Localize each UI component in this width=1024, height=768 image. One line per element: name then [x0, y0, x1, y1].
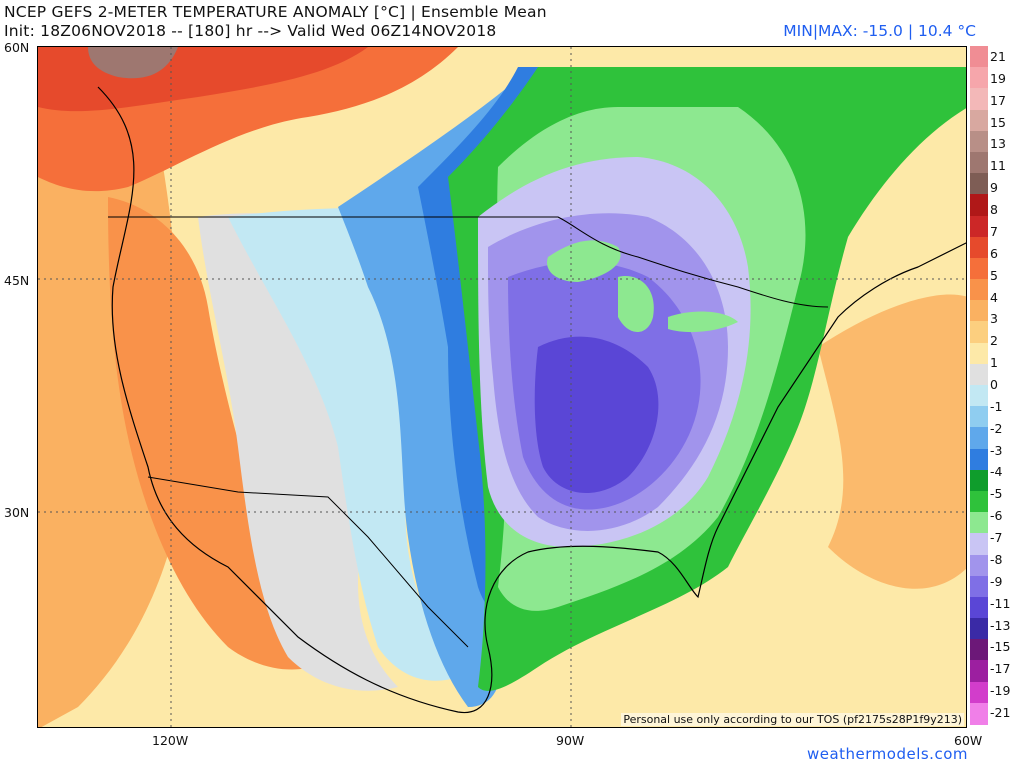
colorbar-label: 11 — [990, 158, 1006, 174]
colorbar-label: -5 — [990, 486, 1003, 502]
colorbar-label: 2 — [990, 333, 998, 349]
lon-label-90w: 90W — [556, 733, 585, 748]
colorbar-swatch — [970, 660, 988, 683]
init-valid-line: Init: 18Z06NOV2018 -- [180] hr --> Valid… — [4, 22, 497, 40]
site-credit: weathermodels.com — [806, 745, 968, 763]
colorbar-label: 1 — [990, 355, 998, 371]
colorbar-label: -13 — [990, 617, 1011, 633]
colorbar-swatch — [970, 406, 988, 428]
colorbar-swatch — [970, 46, 988, 68]
colorbar-swatch — [970, 618, 988, 640]
green-great-lakes — [547, 240, 621, 282]
colorbar-label: -4 — [990, 464, 1003, 480]
lat-label-60n: 60N — [4, 40, 30, 55]
north-america-coastline — [97, 86, 966, 714]
colorbar-swatch — [970, 215, 988, 238]
colorbar-swatch — [970, 236, 988, 259]
colorbar-label: -8 — [990, 551, 1003, 567]
colorbar-swatch — [970, 533, 988, 555]
colorbar-label: -11 — [990, 595, 1011, 611]
colorbar-swatch — [970, 702, 988, 725]
colorbar-label: 15 — [990, 114, 1006, 130]
purple4-core — [534, 336, 659, 494]
lat-label-45n: 45N — [4, 273, 30, 288]
map-title: NCEP GEFS 2-METER TEMPERATURE ANOMALY [°… — [4, 3, 547, 21]
colorbar-label: 0 — [990, 377, 998, 392]
anomaly-map — [37, 46, 967, 728]
green-lake-erie — [668, 311, 738, 333]
colorbar-label: -19 — [990, 683, 1011, 699]
colorbar-swatch — [970, 194, 988, 216]
colorbar-label: 8 — [990, 202, 998, 218]
colorbar-swatch — [970, 512, 988, 534]
colorbar-label: 7 — [990, 223, 998, 239]
colorbar-label: -9 — [990, 573, 1003, 589]
colorbar-label: -15 — [990, 639, 1011, 655]
warm-brown-core — [88, 47, 178, 79]
colorbar-swatch — [970, 448, 988, 471]
colorbar-swatch — [970, 469, 988, 492]
colorbar-label: -2 — [990, 420, 1003, 436]
lat-label-30n: 30N — [4, 505, 30, 520]
colorbar-swatch — [970, 300, 988, 322]
colorbar-swatch — [970, 130, 988, 153]
colorbar-swatch — [970, 279, 988, 301]
colorbar-label: -1 — [990, 398, 1003, 414]
colorbar-label: 6 — [990, 245, 998, 261]
colorbar-label: 13 — [990, 136, 1006, 152]
warm-atlantic-orange — [818, 294, 966, 589]
colorbar-swatch — [970, 596, 988, 619]
colorbar-label: -3 — [990, 442, 1003, 458]
colorbar-swatch — [970, 554, 988, 577]
green-lake-michigan — [618, 276, 654, 332]
colorbar-swatch — [970, 257, 988, 280]
colorbar-swatch — [970, 88, 988, 111]
colorbar-label: -6 — [990, 508, 1003, 524]
colorbar-label: 3 — [990, 311, 998, 327]
lon-label-60w: 60W — [954, 733, 983, 748]
colorbar-label: -17 — [990, 661, 1011, 677]
colorbar-swatch — [970, 67, 988, 89]
minmax-readout: MIN|MAX: -15.0 | 10.4 °C — [783, 22, 976, 40]
colorbar-swatch — [970, 575, 988, 598]
colorbar-label: 21 — [990, 48, 1006, 64]
colorbar-label: 4 — [990, 289, 998, 305]
colorbar — [970, 46, 988, 725]
colorbar-swatch — [970, 151, 988, 174]
us-canada-border — [108, 216, 829, 308]
lon-label-120w: 120W — [152, 733, 189, 748]
colorbar-label: 17 — [990, 92, 1006, 108]
colorbar-swatch — [970, 427, 988, 450]
colorbar-swatch — [970, 109, 988, 132]
anomaly-map-canvas — [38, 47, 966, 727]
colorbar-swatch — [970, 681, 988, 704]
colorbar-label: 19 — [990, 70, 1006, 86]
colorbar-label: -21 — [990, 705, 1011, 721]
us-mexico-border — [147, 476, 469, 648]
colorbar-label: 5 — [990, 267, 998, 283]
colorbar-swatch — [970, 363, 988, 386]
colorbar-swatch — [970, 173, 988, 195]
colorbar-swatch — [970, 639, 988, 661]
warm-west-land — [108, 197, 348, 670]
colorbar-swatch — [970, 490, 988, 513]
colorbar-label: 9 — [990, 180, 998, 196]
colorbar-swatch — [970, 321, 988, 344]
colorbar-label: -7 — [990, 530, 1003, 546]
tos-note: Personal use only according to our TOS (… — [621, 713, 964, 726]
colorbar-swatch — [970, 385, 988, 407]
colorbar-swatch — [970, 342, 988, 365]
